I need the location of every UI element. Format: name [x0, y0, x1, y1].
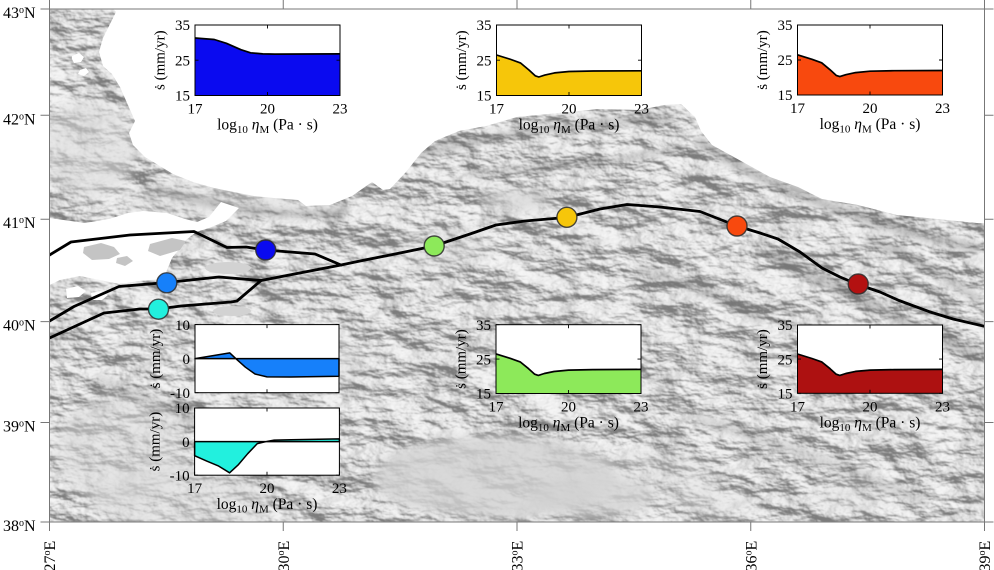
svg-text:10: 10: [175, 401, 190, 417]
svg-text:20: 20: [863, 101, 878, 117]
svg-text:27oE: 27oE: [42, 541, 59, 570]
svg-text:20: 20: [260, 481, 275, 497]
svg-text:15: 15: [175, 89, 190, 105]
svg-text:15: 15: [476, 387, 491, 403]
svg-text:17: 17: [790, 399, 806, 415]
svg-text:ṡ (mm/yr): ṡ (mm/yr): [755, 30, 771, 90]
svg-text:25: 25: [778, 53, 793, 69]
svg-text:38oN: 38oN: [3, 518, 36, 535]
svg-text:ṡ (mm/yr): ṡ (mm/yr): [755, 329, 771, 389]
svg-text:20: 20: [863, 399, 878, 415]
svg-text:25: 25: [778, 352, 793, 368]
svg-text:33oE: 33oE: [510, 541, 527, 570]
svg-text:0: 0: [182, 435, 190, 451]
svg-text:23: 23: [332, 481, 347, 497]
svg-text:39oE: 39oE: [977, 541, 994, 570]
svg-text:23: 23: [333, 102, 348, 118]
svg-text:17: 17: [188, 102, 204, 118]
svg-text:42oN: 42oN: [3, 111, 36, 128]
svg-text:-10: -10: [170, 468, 190, 484]
svg-text:17: 17: [790, 101, 806, 117]
svg-text:ṡ (mm/yr): ṡ (mm/yr): [148, 329, 164, 389]
svg-text:17: 17: [489, 102, 505, 118]
svg-text:15: 15: [778, 387, 793, 403]
svg-text:36oE: 36oE: [743, 541, 760, 570]
svg-text:0: 0: [183, 352, 191, 368]
svg-text:ṡ (mm/yr): ṡ (mm/yr): [454, 30, 470, 90]
svg-text:35: 35: [476, 318, 491, 334]
svg-text:23: 23: [634, 102, 649, 118]
svg-text:17: 17: [489, 400, 505, 416]
svg-text:15: 15: [477, 89, 492, 105]
svg-text:ṡ (mm/yr): ṡ (mm/yr): [454, 329, 470, 389]
svg-text:10: 10: [175, 318, 190, 334]
svg-text:-10: -10: [170, 386, 190, 402]
svg-text:25: 25: [476, 352, 491, 368]
svg-text:23: 23: [935, 399, 950, 415]
svg-text:35: 35: [778, 318, 793, 334]
svg-text:25: 25: [477, 54, 492, 70]
svg-text:23: 23: [634, 400, 649, 416]
svg-text:15: 15: [778, 88, 793, 104]
svg-text:ṡ (mm/yr): ṡ (mm/yr): [148, 412, 164, 472]
svg-text:30oE: 30oE: [276, 541, 293, 570]
svg-text:35: 35: [175, 18, 190, 34]
svg-text:20: 20: [260, 102, 275, 118]
svg-text:40oN: 40oN: [3, 318, 36, 335]
svg-text:43oN: 43oN: [3, 5, 36, 22]
svg-text:39oN: 39oN: [3, 419, 36, 436]
svg-text:17: 17: [187, 481, 203, 497]
svg-text:ṡ (mm/yr): ṡ (mm/yr): [153, 30, 169, 90]
svg-text:41oN: 41oN: [3, 215, 36, 232]
svg-text:20: 20: [562, 102, 577, 118]
svg-text:35: 35: [477, 18, 492, 34]
svg-text:25: 25: [175, 54, 190, 70]
svg-text:20: 20: [561, 400, 576, 416]
svg-text:35: 35: [778, 18, 793, 34]
svg-text:23: 23: [935, 101, 950, 117]
